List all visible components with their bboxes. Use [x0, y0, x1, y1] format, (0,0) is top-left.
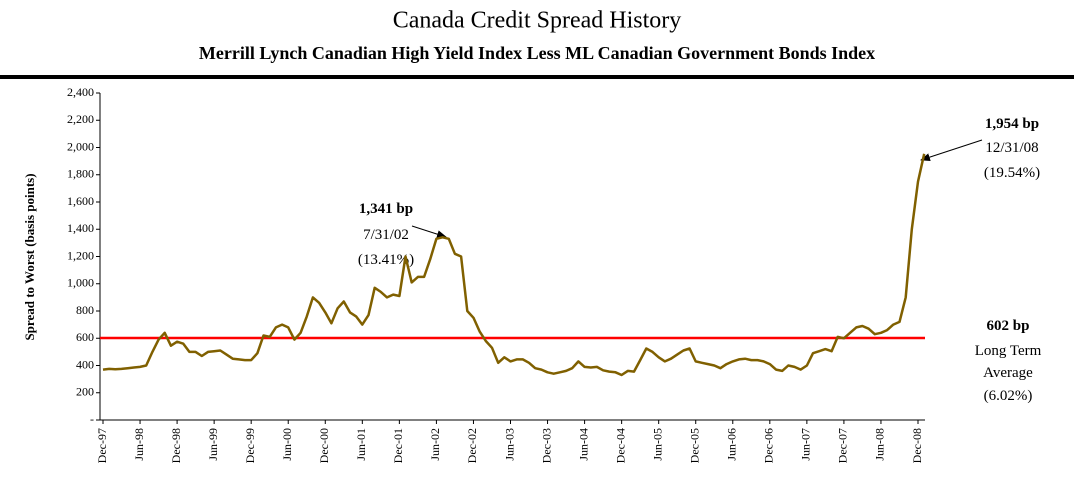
- y-tick-label: 400: [76, 357, 94, 371]
- y-tick-label: 2,400: [67, 85, 94, 99]
- y-tick-label: 2,000: [67, 139, 94, 153]
- x-tick-label: Jun-98: [132, 428, 146, 461]
- y-tick-label: 1,400: [67, 221, 94, 235]
- annotation-arrow: [411, 225, 447, 239]
- annotation: 1,954 bp: [985, 116, 1039, 132]
- x-tick-label: Jun-07: [799, 428, 813, 461]
- x-tick-label: Dec-99: [243, 428, 257, 463]
- x-tick-label: Jun-01: [354, 428, 368, 461]
- x-tick-label: Jun-06: [725, 428, 739, 461]
- x-tick-label: Dec-04: [613, 428, 627, 463]
- annotation: (19.54%): [984, 165, 1040, 181]
- x-tick-label: Dec-02: [465, 428, 479, 463]
- y-tick-label: 1,200: [67, 248, 94, 262]
- annotation: (13.41%): [358, 252, 414, 268]
- y-tick-label: 800: [76, 303, 94, 317]
- y-tick-label: 600: [76, 330, 94, 344]
- annotation: 7/31/02: [363, 227, 409, 243]
- title-rule: [0, 75, 1074, 79]
- x-tick-label: Dec-98: [169, 428, 183, 463]
- chart-subtitle: Merrill Lynch Canadian High Yield Index …: [199, 43, 875, 63]
- x-tick-label: Dec-05: [687, 428, 701, 463]
- x-tick-label: Jun-99: [206, 428, 220, 461]
- annotation: 12/31/08: [985, 140, 1038, 156]
- y-tick-label: 200: [76, 385, 94, 399]
- x-tick-label: Jun-04: [576, 428, 590, 461]
- y-tick-label: 1,000: [67, 276, 94, 290]
- x-tick-label: Jun-08: [873, 428, 887, 461]
- x-tick-label: Dec-03: [539, 428, 553, 463]
- x-tick-label: Jun-05: [650, 428, 664, 461]
- series-line: [102, 153, 926, 377]
- annotation: Average: [983, 365, 1033, 381]
- y-tick-label: 2,200: [67, 112, 94, 126]
- y-tick-label: -: [90, 412, 94, 426]
- x-tick-label: Jun-00: [280, 428, 294, 461]
- y-tick-label: 1,600: [67, 194, 94, 208]
- x-tick-label: Jun-02: [428, 428, 442, 461]
- annotation: 602 bp: [987, 318, 1030, 334]
- x-tick-label: Dec-97: [95, 428, 109, 463]
- x-tick-label: Jun-03: [502, 428, 516, 461]
- x-tick-label: Dec-08: [910, 428, 924, 463]
- x-tick-label: Dec-01: [391, 428, 405, 463]
- annotation: (6.02%): [984, 388, 1033, 404]
- annotation: Long Term: [975, 343, 1042, 359]
- y-axis-title: Spread to Worst (basis points): [22, 173, 37, 340]
- annotation-arrow: [920, 139, 983, 161]
- x-tick-label: Dec-00: [317, 428, 331, 463]
- x-tick-label: Dec-06: [762, 428, 776, 463]
- x-tick-label: Dec-07: [836, 428, 850, 463]
- chart-title: Canada Credit Spread History: [393, 8, 682, 34]
- annotation: 1,341 bp: [359, 201, 413, 217]
- y-tick-label: 1,800: [67, 167, 94, 181]
